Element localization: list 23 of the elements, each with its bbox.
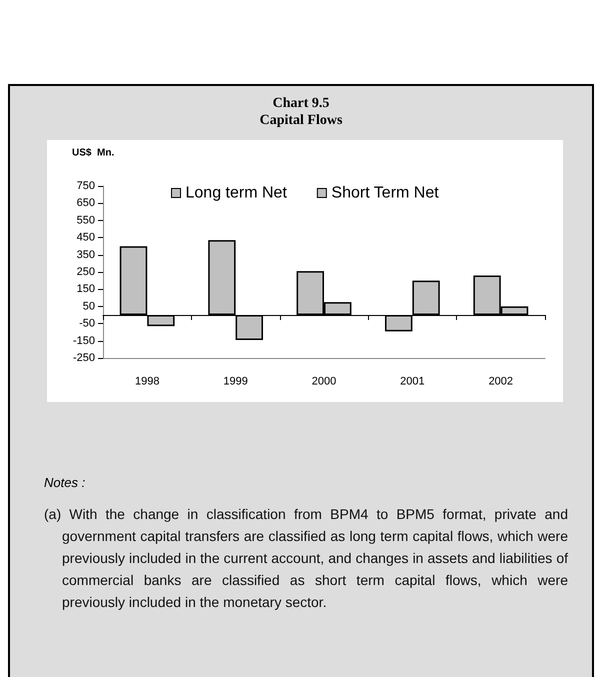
- x-tick-label: 1999: [223, 376, 248, 388]
- y-tick-label: 50: [82, 300, 95, 312]
- y-tick-label: -150: [72, 334, 95, 347]
- y-tick-label: 350: [76, 248, 95, 261]
- y-tick-label: 450: [76, 232, 95, 244]
- x-tick-label: 2002: [488, 376, 514, 388]
- legend-label: Short Term Net: [331, 184, 440, 202]
- chart-subtitle: Capital Flows: [258, 113, 344, 129]
- x-tick-label: 2001: [400, 376, 425, 388]
- y-tick-label: 150: [76, 283, 95, 296]
- y-tick-label: -250: [72, 352, 95, 364]
- y-tick-label: 250: [76, 266, 95, 278]
- chart-title: Chart 9.5: [272, 96, 330, 112]
- x-tick-label: 2000: [312, 376, 336, 388]
- y-axis-title: US$ Mn.: [72, 148, 114, 158]
- y-tick-label: 550: [76, 214, 95, 226]
- text: (a) With the change in classification from BPM4 to BPM5 format, private and government capital transfers are classified as long term capital flows, which were previously included in the current account, and changes in assets and liabilities of commercial banks are classified as short term capital flows, which were previously included in the monetary sector.: [44, 505, 568, 612]
- y-tick-label: 650: [76, 197, 95, 210]
- legend-label: Long term Net: [186, 184, 288, 202]
- y-tick-label: 750: [76, 180, 95, 192]
- y-tick-label: -50: [79, 318, 95, 330]
- x-tick-label: 1998: [134, 376, 160, 388]
- text: Notes :: [44, 475, 86, 490]
